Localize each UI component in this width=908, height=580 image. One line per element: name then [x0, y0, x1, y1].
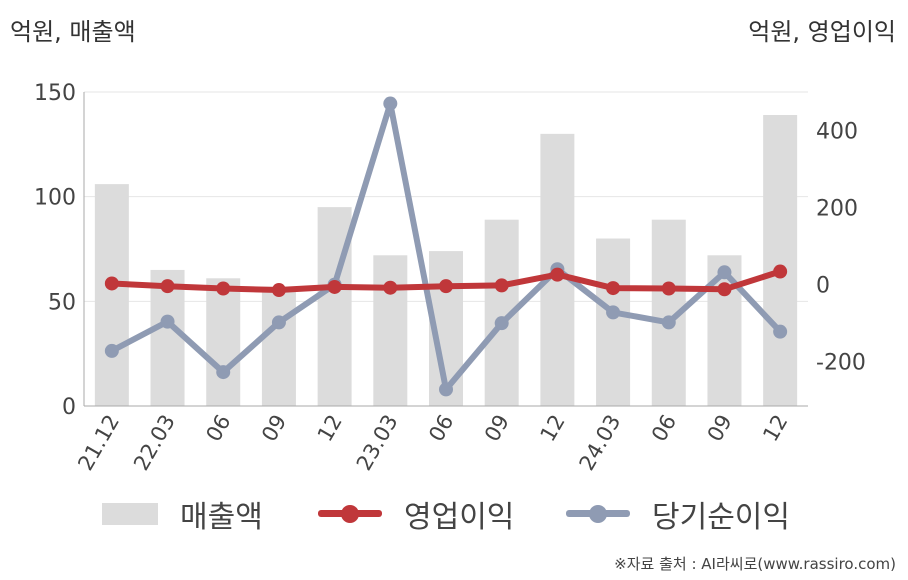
- axes: [83, 92, 808, 407]
- x-tick-label: 06: [201, 411, 235, 446]
- operating-profit-point: [661, 281, 676, 296]
- operating-profit-point: [439, 279, 453, 294]
- x-tick-label: 24.03: [575, 411, 626, 475]
- net-profit-point: [494, 316, 509, 331]
- y-right-tick-label: 200: [816, 197, 858, 222]
- operating-profit-point: [494, 278, 509, 293]
- sales-bar: [763, 115, 798, 406]
- operating-profit-point: [160, 279, 175, 294]
- y-left-tick-label: 150: [34, 81, 76, 106]
- right-axis-unit: 억원, 영업이익: [748, 18, 896, 46]
- operating-profit-point: [717, 282, 732, 297]
- x-tick-label: 23.03: [352, 411, 403, 475]
- net-profit-point: [104, 343, 119, 358]
- net-profit-point: [717, 265, 732, 280]
- left-y-ticks: 0 50 100 150: [34, 81, 76, 420]
- net-profit-point: [271, 315, 286, 330]
- legend-operating-label: 영업이익: [404, 500, 515, 535]
- sales-bars: [94, 115, 798, 406]
- operating-profit-point: [773, 264, 788, 279]
- sales-bar: [261, 286, 296, 406]
- x-tick-label: 12: [758, 411, 792, 446]
- operating-profit-point: [383, 280, 398, 295]
- legend-sales: 매출액: [102, 492, 263, 536]
- operating-profit-point: [216, 281, 231, 296]
- legend-net-label: 당기순이익: [652, 500, 790, 535]
- legend-net: 당기순이익: [566, 492, 790, 536]
- x-tick-label: 22.03: [129, 411, 180, 475]
- x-tick-label: 09: [257, 411, 291, 446]
- legend: 매출액 영업이익 당기순이익: [0, 492, 908, 536]
- y-right-tick-label: -200: [816, 351, 866, 376]
- operating-profit-point: [606, 281, 621, 296]
- sales-bar: [373, 255, 408, 406]
- y-left-tick-label: 0: [62, 395, 76, 420]
- x-ticks: 21.12 22.03 06 09 12 23.03 06 09 12 24.03 06 09 12: [73, 411, 792, 475]
- y-right-tick-label: 0: [816, 274, 830, 299]
- legend-sales-swatch: [102, 503, 158, 525]
- sales-bar: [596, 238, 631, 406]
- net-profit-point: [216, 365, 231, 380]
- legend-sales-label: 매출액: [180, 500, 263, 535]
- legend-net-swatch: [566, 492, 630, 536]
- sales-bar: [206, 278, 241, 406]
- operating-profit-point: [550, 267, 565, 282]
- left-axis-unit: 억원, 매출액: [10, 18, 136, 46]
- source-note: ※자료 출처 : AI라씨로(www.rassiro.com): [614, 555, 896, 573]
- net-profit-point: [773, 324, 788, 339]
- x-tick-label: 06: [424, 411, 458, 446]
- x-tick-label: 09: [480, 411, 514, 446]
- x-tick-label: 12: [536, 411, 570, 446]
- operating-profit-point: [104, 276, 119, 291]
- y-left-tick-label: 50: [48, 290, 76, 315]
- net-profit-point: [383, 96, 398, 111]
- y-left-tick-label: 100: [34, 186, 76, 211]
- right-y-ticks: -200 0 200 400: [816, 120, 866, 376]
- operating-profit-point: [271, 283, 286, 298]
- x-tick-label: 09: [703, 411, 737, 446]
- legend-operating-swatch: [318, 492, 382, 536]
- x-tick-label: 12: [313, 411, 347, 446]
- net-profit-point: [661, 315, 676, 330]
- net-profit-point: [160, 314, 175, 329]
- net-profit-point: [439, 382, 453, 397]
- y-right-tick-label: 400: [816, 120, 858, 145]
- operating-profit-point: [327, 279, 342, 294]
- sales-bar: [94, 184, 129, 406]
- line-series: [104, 96, 788, 397]
- x-tick-label: 21.12: [73, 411, 124, 475]
- legend-operating: 영업이익: [318, 492, 514, 536]
- x-tick-label: 06: [647, 411, 681, 446]
- net-profit-point: [606, 305, 621, 320]
